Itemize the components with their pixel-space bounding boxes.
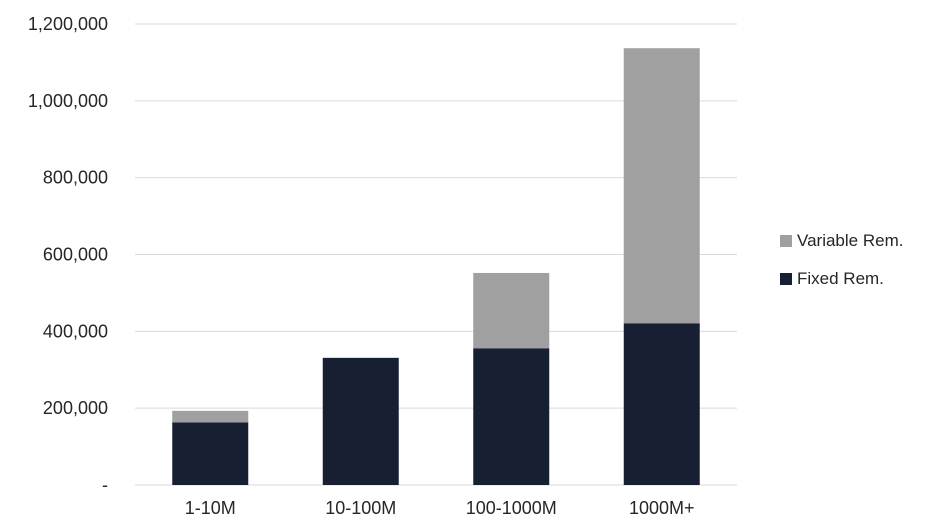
x-axis-tick-labels: 1-10M 10-100M 100-1000M 1000M+: [185, 498, 695, 518]
legend: Variable Rem. Fixed Rem.: [780, 231, 903, 288]
x-tick-label-10-100m: 10-100M: [325, 498, 396, 518]
y-axis-tick-labels: - 200,000 400,000 600,000 800,000 1,000,000 1,…: [28, 14, 108, 495]
bar-fixed-rem-10-100m: [322, 357, 399, 485]
y-tick-label: -: [102, 475, 108, 495]
legend-label-variable-rem: Variable Rem.: [797, 231, 903, 250]
x-tick-label-1000m: 1000M+: [629, 498, 695, 518]
y-tick-label: 1,000,000: [28, 91, 108, 111]
gridlines: [135, 23, 737, 486]
x-tick-label-100-1000m: 100-1000M: [466, 498, 557, 518]
bars: [172, 48, 700, 485]
y-tick-label: 1,200,000: [28, 14, 108, 34]
x-tick-label-1-10m: 1-10M: [185, 498, 236, 518]
bar-variable-rem-1-10m: [172, 410, 249, 423]
bar-fixed-rem-1-10m: [172, 422, 249, 485]
bar-fixed-rem-1000m: [623, 323, 700, 485]
y-tick-label: 400,000: [43, 321, 108, 341]
legend-swatch-fixed-rem: [780, 273, 792, 285]
legend-label-fixed-rem: Fixed Rem.: [797, 269, 884, 288]
bar-variable-rem-100-1000m: [473, 272, 550, 349]
legend-swatch-variable-rem: [780, 235, 792, 247]
bar-fixed-rem-100-1000m: [473, 348, 550, 485]
y-tick-label: 200,000: [43, 398, 108, 418]
bar-variable-rem-1000m: [623, 48, 700, 324]
y-tick-label: 800,000: [43, 168, 108, 188]
y-tick-label: 600,000: [43, 245, 108, 265]
